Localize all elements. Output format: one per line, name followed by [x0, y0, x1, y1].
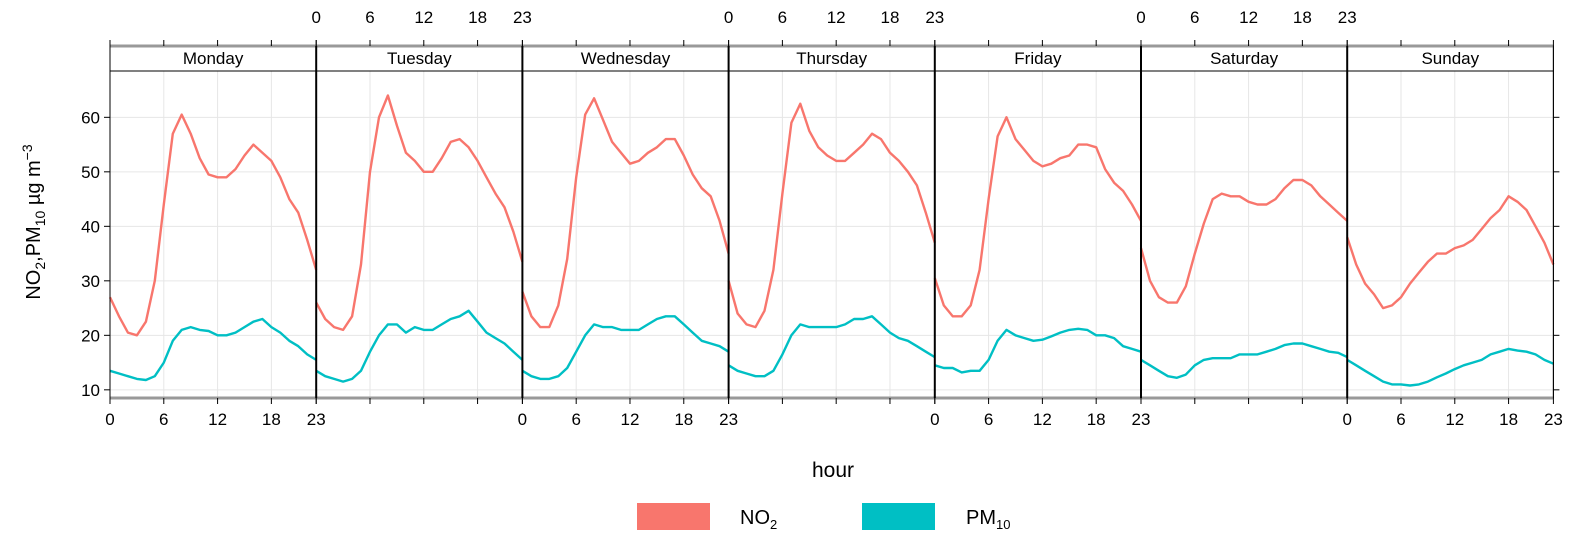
x-tick-label-top: 0 [1136, 8, 1145, 27]
series-line-pm10-thursday [727, 315, 936, 378]
series-line-pm10-monday [109, 317, 317, 382]
series-line-no2-sunday [1346, 195, 1555, 310]
x-tick-label-top: 0 [724, 8, 733, 27]
x-tick-label-bottom: 0 [1342, 410, 1351, 429]
x-tick-label-bottom: 0 [105, 410, 114, 429]
y-tick-label: 20 [81, 326, 100, 345]
x-tick-label-bottom: 18 [674, 410, 693, 429]
x-tick-label-top: 18 [1293, 8, 1312, 27]
series-line-pm10-tuesday [315, 309, 524, 383]
x-tick-label-top: 18 [468, 8, 487, 27]
strip-label-thursday: Thursday [796, 49, 867, 68]
series-line-no2-wednesday [521, 97, 730, 329]
legend-item-pm10: PM10 [862, 503, 1010, 532]
x-tick-label-bottom: 6 [1396, 410, 1405, 429]
y-tick-label: 10 [81, 381, 100, 400]
x-tick-label-bottom: 18 [1087, 410, 1106, 429]
legend-swatch-pm10 [862, 503, 935, 530]
x-tick-label-bottom: 6 [984, 410, 993, 429]
x-tick-label-bottom: 18 [262, 410, 281, 429]
x-tick-label-bottom: 23 [1132, 410, 1151, 429]
legend-swatch-no2 [637, 503, 710, 530]
x-tick-label-bottom: 12 [621, 410, 640, 429]
strip-label-saturday: Saturday [1210, 49, 1279, 68]
panel-frames [109, 44, 1554, 400]
x-tick-label-top: 6 [365, 8, 374, 27]
series-line-pm10-wednesday [521, 315, 730, 381]
x-tick-label-bottom: 23 [1544, 410, 1563, 429]
y-tick-label: 60 [81, 108, 100, 127]
x-tick-label-bottom: 12 [1033, 410, 1052, 429]
strip-label-tuesday: Tuesday [387, 49, 452, 68]
strip-label-wednesday: Wednesday [581, 49, 671, 68]
x-tick-label-bottom: 12 [1445, 410, 1464, 429]
y-tick-label: 30 [81, 272, 100, 291]
series-line-no2-saturday [1139, 178, 1349, 304]
x-tick-label-bottom: 12 [208, 410, 227, 429]
legend-item-no2: NO2 [637, 503, 777, 532]
x-tick-label-top: 12 [827, 8, 846, 27]
series-line-pm10-sunday [1346, 347, 1554, 387]
x-tick-label-top: 12 [414, 8, 433, 27]
x-tick-label-bottom: 0 [930, 410, 939, 429]
x-tick-label-top: 23 [513, 8, 532, 27]
legend: NO2 PM10 [637, 503, 1010, 532]
x-tick-label-top: 6 [1190, 8, 1199, 27]
x-tick-label-bottom: 6 [159, 410, 168, 429]
series-lines [108, 94, 1555, 387]
series-line-no2-thursday [727, 102, 936, 329]
x-tick-label-top: 6 [778, 8, 787, 27]
series-line-pm10-saturday [1140, 342, 1348, 379]
x-tick-label-top: 23 [1338, 8, 1357, 27]
x-tick-label-top: 18 [881, 8, 900, 27]
series-line-no2-monday [108, 113, 318, 337]
series-line-no2-tuesday [315, 94, 524, 332]
y-axis-label: NO2,PM10 µg m−3 [19, 144, 48, 300]
x-tick-label-bottom: 18 [1499, 410, 1518, 429]
series-line-no2-friday [933, 116, 1143, 318]
x-tick-label-bottom: 23 [719, 410, 738, 429]
legend-label-pm10: PM10 [966, 507, 1010, 532]
legend-label-no2: NO2 [740, 507, 777, 532]
gridlines [109, 71, 1554, 398]
panel-strips: Monday Tuesday Wednesday Thursday Friday Satu… [183, 49, 1480, 68]
x-tick-label-top: 12 [1239, 8, 1258, 27]
x-tick-label-top: 0 [311, 8, 320, 27]
strip-label-friday: Friday [1014, 49, 1062, 68]
strip-label-sunday: Sunday [1421, 49, 1479, 68]
y-tick-label: 40 [81, 217, 100, 236]
strip-label-monday: Monday [183, 49, 244, 68]
x-tick-label-bottom: 0 [518, 410, 527, 429]
x-tick-label-top: 23 [925, 8, 944, 27]
x-tick-label-bottom: 23 [307, 410, 326, 429]
panel-frame [109, 45, 1554, 399]
x-tick-label-bottom: 6 [571, 410, 580, 429]
y-tick-label: 50 [81, 163, 100, 182]
x-axis-label: hour [812, 459, 854, 482]
series-line-pm10-friday [934, 327, 1142, 374]
